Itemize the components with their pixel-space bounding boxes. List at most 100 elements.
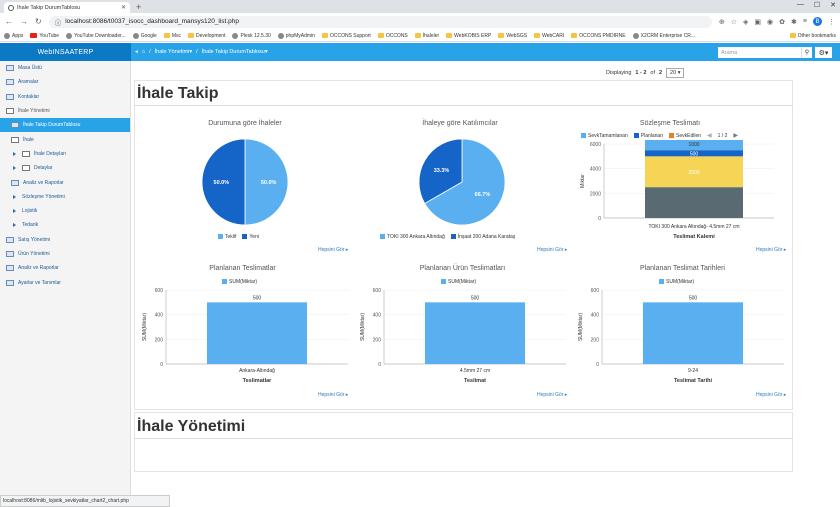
x-axis-title: Teslimat Kalemi: [673, 234, 715, 240]
sidebar-item-urun[interactable]: Ürün Yönetimi: [0, 247, 130, 261]
stack-segment[interactable]: [645, 156, 743, 188]
back-icon[interactable]: ←: [5, 17, 13, 26]
legend-item-sum[interactable]: SUM(Miktar): [441, 279, 476, 285]
url-field[interactable]: ⓘ localhost:8086/t0037_isocc_dashboard_m…: [48, 15, 712, 28]
sidebar-item-tedarik[interactable]: Tedarik: [0, 218, 130, 232]
see-all-link-2[interactable]: Hepsini Gör ▸: [537, 247, 568, 253]
extension-icon[interactable]: ▣: [754, 18, 762, 26]
bookmark-youtube[interactable]: YouTube: [30, 33, 59, 39]
zoom-icon[interactable]: ⊕: [718, 18, 725, 26]
home-icon[interactable]: ⌂: [141, 49, 146, 55]
sidebar-item-ihale-takip[interactable]: İhale Takip DurumTablosu: [0, 118, 130, 133]
legend-next-icon[interactable]: ▶: [733, 133, 738, 139]
bookmark-apps[interactable]: Apps: [4, 32, 23, 39]
breadcrumb-ihale-takip[interactable]: İhale Takip DurumTablosu▾: [201, 49, 268, 55]
legend-item-sum[interactable]: SUM(Miktar): [659, 279, 694, 285]
brand-logo[interactable]: WebINSAATERP: [0, 43, 131, 61]
bookmark-development[interactable]: Development: [187, 33, 225, 39]
bar[interactable]: [206, 302, 308, 364]
new-tab-icon[interactable]: +: [136, 2, 142, 12]
see-all-link-6[interactable]: Hepsini Gör ▸: [756, 392, 787, 398]
legend-item-insaat[interactable]: İnşaat 200 Adana Karataş: [450, 234, 515, 240]
bookmark-ihaleler[interactable]: İhaleler: [414, 33, 439, 39]
sidebar-item-analiz-raporlar-2[interactable]: Analiz ve Raporlar: [0, 261, 130, 275]
bookmark-star-icon[interactable]: ☆: [730, 18, 738, 26]
y-tick-label: 200: [155, 337, 164, 343]
stack-segment[interactable]: [645, 187, 743, 218]
pie-slice-1[interactable]: [201, 138, 246, 226]
bookmark-msc[interactable]: Msc: [163, 33, 181, 39]
extension-icon[interactable]: ✿: [779, 18, 786, 26]
x-category-label: Ankara-Altındağ: [239, 368, 275, 374]
bookmark-plesk[interactable]: Plesk 12.5.30: [232, 32, 271, 39]
folder-icon: [187, 33, 194, 38]
gear-icon[interactable]: ⚙▾: [815, 47, 832, 58]
forward-icon[interactable]: →: [20, 17, 28, 26]
sidebar-item-ihale[interactable]: İhale: [0, 132, 130, 146]
bar[interactable]: [642, 302, 744, 364]
bookmark-occons-support[interactable]: OCCONS Support: [321, 33, 371, 39]
bookmark-x2crm[interactable]: X2CRM Enterprise CR...: [632, 32, 695, 39]
folder-icon: [414, 33, 421, 38]
extension-icon[interactable]: ◉: [767, 18, 774, 26]
extension-icon[interactable]: ◈: [743, 18, 749, 26]
bookmark-occons-pmdirne[interactable]: OCCONS PMDIRNE: [571, 33, 626, 39]
sidebar-item-masa-ustu[interactable]: Masa Üstü: [0, 61, 130, 75]
sidebar-item-sozlesme[interactable]: Sözleşme Yönetimi: [0, 190, 130, 204]
sidebar-toggle-icon[interactable]: ◂: [135, 49, 138, 55]
legend-item-planlanan[interactable]: Planlanan: [633, 133, 663, 139]
profile-avatar[interactable]: B: [813, 17, 822, 26]
maximize-icon[interactable]: ☐: [813, 2, 821, 9]
info-icon[interactable]: ⓘ: [54, 19, 62, 27]
pie-slice-0[interactable]: [244, 138, 289, 226]
bookmark-other[interactable]: Other bookmarks: [789, 33, 836, 39]
menu-kebab-icon[interactable]: ⋮: [828, 18, 835, 26]
search-input[interactable]: Arama: [718, 47, 801, 58]
phone-icon: [6, 79, 14, 86]
legend-item-teklif[interactable]: Teklif: [218, 234, 236, 240]
sidebar-item-lojistik[interactable]: Lojistik: [0, 204, 130, 218]
sidebar-item-analiz-raporlar[interactable]: Analiz ve Raporlar: [0, 175, 130, 189]
breadcrumb-ihale-yonetimi[interactable]: İhale Yönetimi▾: [154, 49, 193, 55]
close-tab-icon[interactable]: ✕: [120, 5, 126, 11]
page-size-select[interactable]: 20 ▾: [666, 68, 685, 78]
close-window-icon[interactable]: ✕: [830, 2, 836, 9]
bar[interactable]: [424, 302, 526, 364]
chart-title-5: Planlanan Ürün Teslimatları: [419, 265, 506, 272]
sidebar-item-detaylar[interactable]: Detaylar: [0, 161, 130, 175]
reload-icon[interactable]: ↻: [35, 17, 42, 26]
see-all-link-5[interactable]: Hepsini Gör ▸: [537, 392, 568, 398]
sidebar-item-satis[interactable]: Satış Yönetimi: [0, 233, 130, 247]
see-all-link-4[interactable]: Hepsini Gör ▸: [318, 392, 349, 398]
stack-segment[interactable]: [645, 140, 743, 151]
product-icon: [6, 251, 14, 257]
sidebar-item-kontaklar[interactable]: Kontaklar: [0, 90, 130, 104]
legend-prev-icon[interactable]: ◀: [707, 133, 712, 139]
bookmark-youtube-downloader[interactable]: YouTube Downloader...: [66, 32, 126, 39]
legend-item-yeni[interactable]: Yeni: [242, 234, 259, 240]
legend-item-sevkedilen[interactable]: SevkEdilen: [669, 133, 701, 139]
browser-tab[interactable]: İhale Takip DurumTablosu ✕: [4, 2, 130, 13]
bookmark-google[interactable]: Google: [132, 32, 157, 39]
legend-item-toki[interactable]: TOKI 300 Ankara Altındağ: [380, 234, 445, 240]
sidebar-item-ihale-yonetimi[interactable]: İhale Yönetimi: [0, 104, 130, 118]
pie-slice-0[interactable]: [424, 138, 506, 226]
search-icon[interactable]: ⚲: [801, 47, 812, 58]
sidebar-item-aramalar[interactable]: Aramalar: [0, 75, 130, 89]
see-all-link-3[interactable]: Hepsini Gör ▸: [756, 247, 787, 253]
bookmark-webcari[interactable]: WebCARI: [534, 33, 564, 39]
bookmark-websgs[interactable]: WebSGS: [498, 33, 527, 39]
sidebar-item-ihale-detaylari[interactable]: İhale Detayları: [0, 147, 130, 161]
pie-slice-1[interactable]: [418, 138, 463, 204]
puzzle-icon[interactable]: ✱: [791, 18, 797, 26]
stack-segment[interactable]: [645, 150, 743, 157]
see-all-link-1[interactable]: Hepsini Gör ▸: [318, 247, 349, 253]
bookmark-occons[interactable]: OCCONS: [377, 33, 408, 39]
sidebar-item-ayarlar[interactable]: Ayarlar ve Tanımlar: [0, 275, 130, 289]
legend-item-sum[interactable]: SUM(Miktar): [222, 279, 257, 285]
bookmark-phpmyadmin[interactable]: phpMyAdmin: [277, 32, 315, 39]
minimize-icon[interactable]: —: [796, 1, 804, 8]
bookmark-webkobis[interactable]: WebKOBIS ERP: [446, 33, 491, 39]
media-icon[interactable]: ≡: [802, 18, 807, 25]
legend-item-sevktamamlanan[interactable]: SevkTamamlanan: [581, 133, 628, 139]
